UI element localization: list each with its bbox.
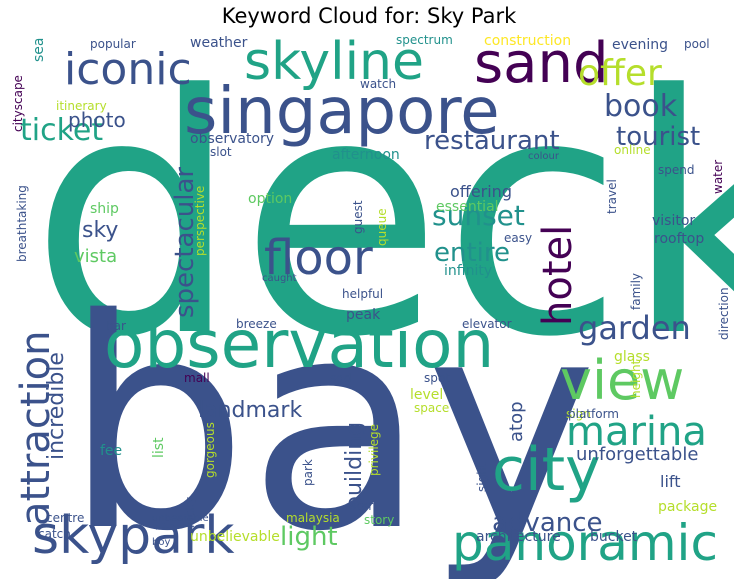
word-sunset: sunset	[432, 199, 525, 232]
word-cityscape: cityscape	[11, 75, 25, 132]
word-elevator: elevator	[462, 317, 512, 331]
word-itinerary: itinerary	[56, 99, 107, 113]
word-advance: advance	[492, 508, 603, 538]
word-garden: garden	[578, 309, 691, 347]
word-entire: entire	[434, 238, 511, 268]
word-story: story	[364, 513, 395, 527]
word-boy: boy	[152, 537, 171, 548]
word-online: online	[614, 143, 651, 157]
word-catch: catch	[38, 527, 71, 541]
word-unbelievable: unbelievable	[190, 529, 280, 545]
word-incredible: incredible	[44, 352, 69, 460]
word-deck: deck	[30, 34, 734, 409]
word-offer: offer	[578, 53, 662, 94]
word-tourist: tourist	[616, 122, 701, 152]
word-slot: slot	[210, 145, 232, 159]
word-afternoon: afternoon	[332, 147, 400, 163]
word-lift: lift	[660, 472, 681, 491]
word-spot: spot	[424, 371, 450, 385]
word-centre: centre	[46, 511, 85, 525]
word-glass: glass	[614, 349, 650, 365]
word-breeze: breeze	[236, 317, 277, 331]
word-unbeatable: unbeatable	[152, 513, 209, 524]
word-hotel: hotel	[535, 224, 581, 326]
word-popular: popular	[90, 37, 136, 51]
word-star: star	[350, 499, 374, 513]
word-sky: sky	[82, 218, 119, 243]
word-skypark: skypark	[32, 506, 235, 566]
word-rooftop: rooftop	[654, 231, 705, 247]
word-caught: caught	[262, 273, 297, 284]
word-infinity: infinity	[444, 263, 493, 279]
word-sgd: sgd	[330, 371, 352, 385]
word-unforgettable: unforgettable	[576, 444, 699, 465]
word-package: package	[658, 499, 718, 515]
word-queue: queue	[375, 208, 389, 246]
word-peak: peak	[346, 307, 381, 323]
word-architecture: architecture	[476, 529, 561, 545]
word-colour: colour	[528, 151, 559, 162]
word-perspective: perspective	[193, 185, 207, 256]
word-guest: guest	[351, 200, 365, 234]
word-platform: platform	[568, 407, 619, 421]
word-restaurant: restaurant	[424, 126, 560, 156]
word-easy: easy	[504, 231, 533, 245]
word-park: park	[301, 459, 315, 486]
word-sight: sight	[475, 462, 489, 492]
word-helpful: helpful	[342, 287, 384, 301]
word-panoramic: panoramic	[452, 514, 718, 572]
word-level: level	[410, 387, 444, 403]
word-list: list	[151, 437, 167, 458]
word-visitor: visitor	[652, 213, 696, 229]
word-gorgeous: gorgeous	[203, 422, 217, 478]
word-photo: photo	[68, 108, 126, 132]
word-sand: sand	[474, 34, 609, 96]
word-breathtaking: breathtaking	[15, 185, 29, 262]
word-direction: direction	[717, 287, 731, 340]
word-sign: sign	[566, 407, 591, 421]
word-ship: ship	[90, 201, 119, 217]
word-water: water	[711, 159, 725, 194]
word-bay: bay	[64, 258, 598, 579]
word-ticket: ticket	[20, 113, 104, 148]
word-fee: fee	[100, 443, 123, 459]
word-iconic: iconic	[64, 44, 192, 95]
word-weather: weather	[190, 35, 248, 51]
word-space: space	[414, 401, 450, 415]
word-building: building	[342, 421, 367, 510]
word-observation: observation	[104, 306, 495, 383]
word-floor: floor	[264, 230, 373, 286]
word-family: family	[629, 272, 643, 310]
word-atop: atop	[506, 401, 527, 442]
word-skyline: skyline	[244, 34, 424, 92]
word-spend: spend	[658, 163, 695, 177]
word-mall: mall	[184, 371, 210, 385]
word-sea: sea	[31, 37, 47, 63]
word-pool: pool	[684, 37, 710, 51]
word-observatory: observatory	[190, 131, 275, 147]
word-spectrum: spectrum	[396, 34, 453, 47]
word-evening: evening	[612, 37, 669, 53]
word-singapore: singapore	[184, 75, 500, 149]
word-essential: essential	[436, 199, 499, 215]
word-bar: bar	[106, 319, 126, 333]
word-watch: watch	[360, 77, 397, 91]
word-construction: construction	[484, 34, 572, 49]
chart-title: Keyword Cloud for: Sky Park	[221, 4, 517, 28]
word-option: option	[248, 191, 293, 207]
word-marina: marina	[566, 409, 707, 455]
word-bucket: bucket	[590, 529, 638, 545]
word-height: height	[629, 359, 643, 398]
word-cloud: deck bay observation singapore skyline sand ic…	[4, 34, 734, 579]
word-book: book	[604, 89, 678, 124]
word-offering: offering	[450, 182, 512, 201]
word-landmark: landmark	[198, 398, 303, 423]
word-city: city	[492, 435, 601, 505]
word-malaysia: malaysia	[286, 511, 340, 525]
word-light: light	[280, 522, 338, 552]
word-privilege: privilege	[367, 423, 381, 476]
word-vista: vista	[74, 246, 118, 267]
word-travel: travel	[605, 179, 619, 214]
word-view: view	[560, 349, 685, 412]
